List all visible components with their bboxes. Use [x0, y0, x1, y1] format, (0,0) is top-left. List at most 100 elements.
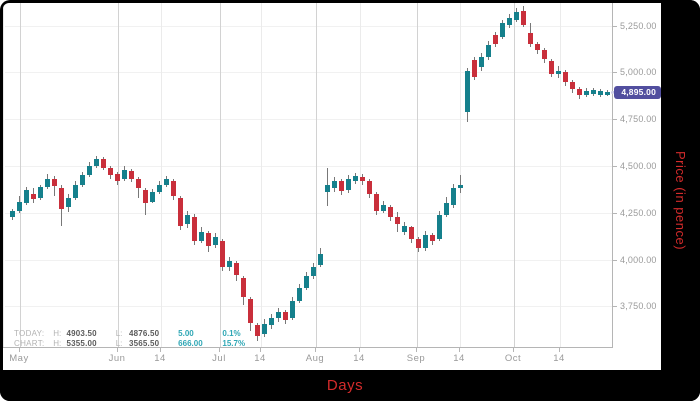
candle[interactable]: [465, 71, 470, 112]
candle[interactable]: [31, 194, 36, 200]
candle[interactable]: [290, 300, 295, 318]
candle[interactable]: [66, 197, 71, 208]
candle[interactable]: [192, 216, 197, 241]
candle[interactable]: [45, 179, 50, 187]
candle[interactable]: [220, 240, 225, 268]
candle[interactable]: [388, 206, 393, 217]
candle[interactable]: [535, 44, 540, 50]
candle[interactable]: [38, 187, 43, 198]
candle[interactable]: [584, 91, 589, 95]
v-gridline: [316, 3, 317, 347]
candle[interactable]: [157, 184, 162, 193]
candle[interactable]: [493, 34, 498, 45]
candle[interactable]: [234, 262, 239, 275]
candle[interactable]: [171, 180, 176, 196]
h-gridline: [5, 166, 613, 167]
candle[interactable]: [542, 49, 547, 60]
candle[interactable]: [360, 177, 365, 181]
candle[interactable]: [10, 211, 15, 217]
candle[interactable]: [108, 167, 113, 175]
candle[interactable]: [402, 225, 407, 232]
candle[interactable]: [486, 45, 491, 58]
candle[interactable]: [143, 190, 148, 204]
candle[interactable]: [577, 89, 582, 95]
badge-pointer-dot: [611, 90, 614, 94]
candle[interactable]: [451, 188, 456, 206]
candle[interactable]: [269, 317, 274, 326]
candle[interactable]: [374, 194, 379, 211]
candle[interactable]: [87, 166, 92, 176]
candle[interactable]: [430, 235, 435, 241]
candle[interactable]: [80, 174, 85, 185]
candle[interactable]: [73, 184, 78, 198]
candle[interactable]: [164, 179, 169, 185]
candle[interactable]: [150, 192, 155, 202]
candle[interactable]: [115, 174, 120, 181]
h-gridline: [5, 119, 613, 121]
candle[interactable]: [332, 180, 337, 189]
candle[interactable]: [101, 159, 106, 168]
candle[interactable]: [255, 325, 260, 337]
date-tick-label: 14: [154, 353, 166, 364]
candle[interactable]: [325, 184, 330, 193]
candle[interactable]: [500, 22, 505, 37]
candle[interactable]: [458, 184, 463, 189]
candle[interactable]: [311, 267, 316, 277]
candle[interactable]: [605, 92, 610, 96]
candle[interactable]: [52, 179, 57, 187]
candle[interactable]: [423, 235, 428, 249]
candle[interactable]: [199, 231, 204, 241]
candle[interactable]: [591, 90, 596, 94]
candle[interactable]: [521, 10, 526, 25]
candle[interactable]: [241, 278, 246, 298]
candle[interactable]: [598, 91, 603, 95]
candle[interactable]: [248, 298, 253, 324]
candle[interactable]: [346, 179, 351, 191]
candle[interactable]: [507, 18, 512, 25]
candle[interactable]: [514, 12, 519, 20]
candle[interactable]: [185, 214, 190, 225]
candle[interactable]: [276, 312, 281, 318]
candle[interactable]: [339, 180, 344, 192]
candle[interactable]: [94, 158, 99, 166]
candle[interactable]: [353, 176, 358, 181]
candle[interactable]: [528, 33, 533, 45]
candle[interactable]: [178, 197, 183, 226]
candle[interactable]: [416, 239, 421, 249]
v-gridline: [20, 3, 21, 347]
candle[interactable]: [227, 261, 232, 268]
candle[interactable]: [556, 70, 561, 75]
price-tick: [613, 72, 617, 74]
candle[interactable]: [129, 171, 134, 180]
candle[interactable]: [283, 312, 288, 320]
candle[interactable]: [563, 72, 568, 82]
candle[interactable]: [479, 57, 484, 67]
candle[interactable]: [297, 287, 302, 301]
candle[interactable]: [444, 203, 449, 215]
candle[interactable]: [367, 180, 372, 195]
candle[interactable]: [24, 189, 29, 204]
candle[interactable]: [206, 233, 211, 247]
candle[interactable]: [262, 324, 267, 335]
chart-percent-value: 15.7%: [222, 339, 246, 348]
price-tick: [613, 25, 617, 27]
date-tick-label: 14: [353, 353, 365, 364]
candle[interactable]: [381, 205, 386, 211]
candle[interactable]: [318, 253, 323, 266]
candle[interactable]: [409, 227, 414, 239]
candle[interactable]: [570, 81, 575, 90]
candle[interactable]: [136, 179, 141, 189]
candle[interactable]: [472, 60, 477, 78]
candle[interactable]: [549, 61, 554, 75]
candle[interactable]: [395, 216, 400, 225]
candle[interactable]: [213, 237, 218, 245]
candle[interactable]: [437, 214, 442, 239]
candle[interactable]: [122, 169, 127, 180]
candle[interactable]: [59, 188, 64, 210]
candlestick-plot[interactable]: [3, 3, 613, 347]
price-tick: [613, 119, 617, 121]
chart-low-value: 3565.50: [128, 339, 160, 348]
candle[interactable]: [304, 276, 309, 288]
candle[interactable]: [17, 201, 22, 212]
